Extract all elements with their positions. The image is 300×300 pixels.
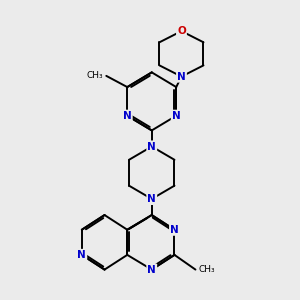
- Text: N: N: [77, 250, 86, 260]
- Text: N: N: [147, 142, 156, 152]
- Text: N: N: [170, 225, 179, 235]
- Text: O: O: [177, 26, 186, 36]
- Text: CH₃: CH₃: [198, 265, 215, 274]
- Text: N: N: [177, 72, 186, 82]
- Text: N: N: [172, 111, 181, 121]
- Text: N: N: [147, 265, 156, 275]
- Text: N: N: [147, 194, 156, 204]
- Text: N: N: [123, 111, 132, 121]
- Text: CH₃: CH₃: [87, 71, 104, 80]
